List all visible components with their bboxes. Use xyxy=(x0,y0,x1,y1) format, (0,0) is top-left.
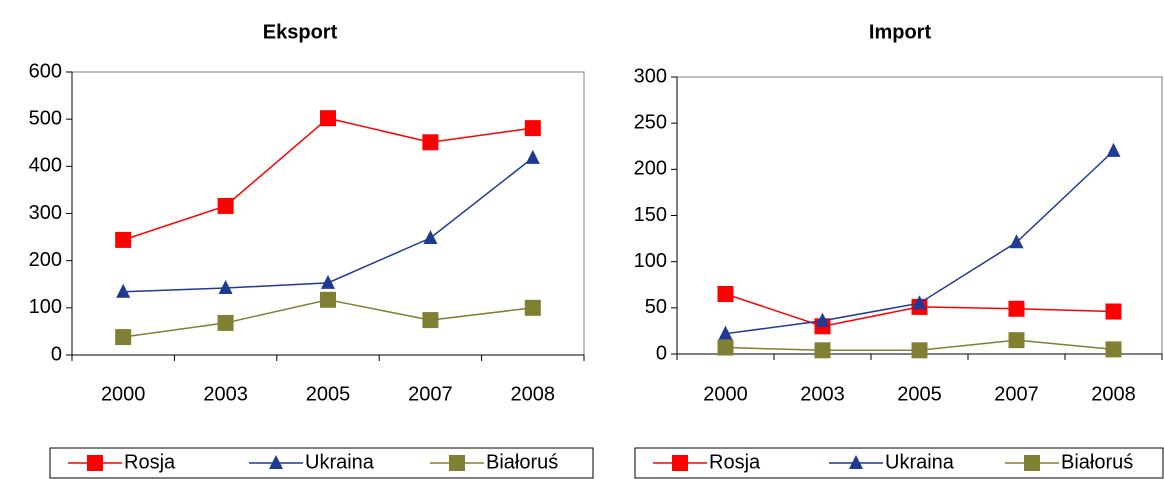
x-tick-label: 2005 xyxy=(306,383,351,405)
marker xyxy=(269,455,283,469)
x-tick-label: 2000 xyxy=(101,383,146,405)
marker xyxy=(320,110,336,127)
y-tick-label: 50 xyxy=(645,296,667,318)
y-tick-label: 200 xyxy=(29,249,62,271)
y-tick-label: 500 xyxy=(29,107,62,129)
marker xyxy=(814,342,831,359)
marker xyxy=(1106,142,1121,157)
x-tick-label: 2003 xyxy=(203,383,248,405)
marker xyxy=(217,197,234,214)
marker xyxy=(87,455,103,471)
marker xyxy=(849,455,863,469)
marker xyxy=(115,231,132,248)
marker xyxy=(912,295,927,310)
x-tick-label: 2005 xyxy=(897,383,942,405)
y-tick-label: 100 xyxy=(29,296,62,318)
chart-title: Eksport xyxy=(263,21,338,43)
legend-label: Ukraina xyxy=(305,451,375,473)
series-line xyxy=(123,157,534,293)
marker xyxy=(524,299,541,316)
marker xyxy=(320,291,336,308)
x-tick-label: 2007 xyxy=(408,383,453,405)
marker xyxy=(815,312,830,327)
marker xyxy=(1008,300,1025,317)
marker xyxy=(1008,332,1025,349)
x-tick-label: 2008 xyxy=(511,383,556,405)
x-tick-label: 2008 xyxy=(1091,383,1136,405)
y-tick-label: 150 xyxy=(634,204,667,226)
x-tick-label: 2003 xyxy=(800,383,845,405)
legend-box xyxy=(49,447,594,479)
marker xyxy=(116,283,131,298)
marker xyxy=(218,280,233,295)
marker xyxy=(321,274,335,289)
marker xyxy=(524,120,541,137)
x-tick-label: 2000 xyxy=(703,383,748,405)
y-tick-label: 300 xyxy=(634,65,667,87)
y-tick-label: 600 xyxy=(29,60,62,82)
chart-title: Import xyxy=(869,21,932,43)
marker xyxy=(1009,234,1024,249)
y-tick-label: 0 xyxy=(656,342,667,364)
x-tick-label: 2007 xyxy=(994,383,1039,405)
marker xyxy=(717,285,734,302)
marker xyxy=(1105,341,1122,358)
marker xyxy=(718,325,733,340)
chart: Eksport 0 100 200 300 400 500 600 2000 2003 2005 20… xyxy=(29,21,594,479)
y-tick-label: 300 xyxy=(29,202,62,224)
y-tick-label: 250 xyxy=(634,111,667,133)
marker xyxy=(1024,455,1040,471)
marker xyxy=(672,455,688,471)
legend-label: Białoruś xyxy=(486,451,558,473)
marker xyxy=(423,230,438,245)
y-tick-label: 400 xyxy=(29,155,62,177)
legend-label: Rosja xyxy=(709,451,761,473)
chart: Import 0 50 100 150 200 250 300 2000 2003 2005 2007… xyxy=(634,21,1164,479)
y-tick-label: 100 xyxy=(634,250,667,272)
marker xyxy=(1105,303,1122,320)
marker xyxy=(422,134,439,151)
y-tick-label: 0 xyxy=(51,343,62,365)
marker xyxy=(525,149,540,164)
marker xyxy=(422,312,439,329)
series-line xyxy=(122,117,533,241)
marker xyxy=(449,455,465,471)
marker xyxy=(115,329,132,346)
legend-box xyxy=(634,447,1164,479)
marker xyxy=(217,314,234,331)
y-tick-label: 200 xyxy=(634,158,667,180)
marker xyxy=(717,339,734,356)
marker xyxy=(911,342,928,359)
legend-label: Rosja xyxy=(124,451,176,473)
legend-label: Ukraina xyxy=(885,451,955,473)
legend-label: Białoruś xyxy=(1061,451,1133,473)
